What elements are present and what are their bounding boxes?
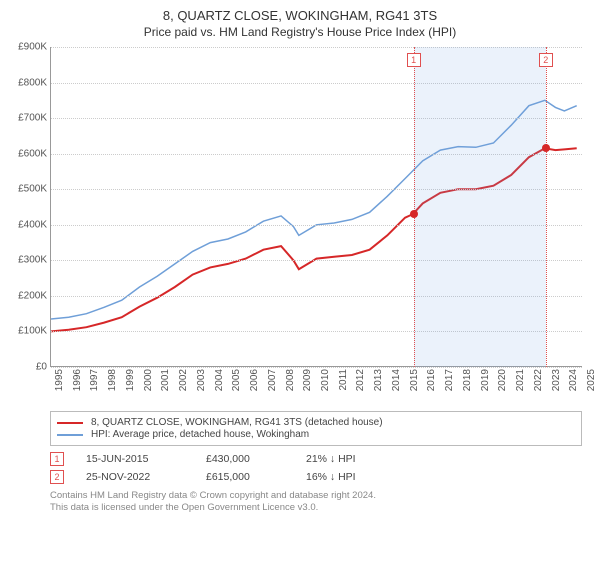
transaction-pct: 16% ↓ HPI [306, 471, 426, 483]
x-tick-label: 2018 [462, 369, 473, 391]
y-tick-label: £300K [5, 255, 47, 266]
y-tick-label: £500K [5, 184, 47, 195]
transactions-table: 1 15-JUN-2015 £430,000 21% ↓ HPI 2 25-NO… [50, 452, 582, 484]
x-tick-label: 2002 [178, 369, 189, 391]
transaction-marker-icon: 1 [50, 452, 64, 466]
x-tick-label: 2009 [302, 369, 313, 391]
x-tick-label: 2015 [409, 369, 420, 391]
sale-vline [546, 47, 547, 367]
x-tick-label: 2024 [568, 369, 579, 391]
y-tick-label: £100K [5, 326, 47, 337]
transaction-price: £615,000 [206, 471, 306, 483]
legend-box: 8, QUARTZ CLOSE, WOKINGHAM, RG41 3TS (de… [50, 411, 582, 446]
footer-attribution: Contains HM Land Registry data © Crown c… [50, 490, 582, 515]
x-tick-label: 2013 [373, 369, 384, 391]
chart-plot-area: £0£100K£200K£300K£400K£500K£600K£700K£80… [50, 47, 582, 367]
y-tick-label: £200K [5, 290, 47, 301]
x-axis-labels: 1995 1996 1997 1998 1999 2000 2001 2002 2003 2004… [50, 367, 582, 405]
x-tick-label: 2005 [231, 369, 242, 391]
sale-dot [542, 144, 550, 152]
x-tick-label: 2011 [338, 369, 349, 391]
x-tick-label: 2006 [249, 369, 260, 391]
footer-line: This data is licensed under the Open Gov… [50, 502, 582, 514]
x-tick-label: 1996 [72, 369, 83, 391]
legend-label: HPI: Average price, detached house, Woki… [91, 429, 309, 440]
x-tick-label: 2003 [196, 369, 207, 391]
x-tick-label: 2014 [391, 369, 402, 391]
ownership-shade [414, 47, 546, 367]
table-row: 2 25-NOV-2022 £615,000 16% ↓ HPI [50, 470, 582, 484]
legend-label: 8, QUARTZ CLOSE, WOKINGHAM, RG41 3TS (de… [91, 417, 383, 428]
x-tick-label: 2016 [426, 369, 437, 391]
sale-vline [414, 47, 415, 367]
legend-item: 8, QUARTZ CLOSE, WOKINGHAM, RG41 3TS (de… [57, 417, 575, 428]
x-tick-label: 1999 [125, 369, 136, 391]
y-tick-label: £700K [5, 113, 47, 124]
x-tick-label: 2004 [214, 369, 225, 391]
table-row: 1 15-JUN-2015 £430,000 21% ↓ HPI [50, 452, 582, 466]
legend-swatch [57, 434, 83, 436]
transaction-marker-icon: 2 [50, 470, 64, 484]
sale-marker-icon: 1 [407, 53, 421, 67]
x-tick-label: 2007 [267, 369, 278, 391]
x-tick-label: 2023 [551, 369, 562, 391]
x-tick-label: 2020 [497, 369, 508, 391]
x-tick-label: 2019 [480, 369, 491, 391]
x-tick-label: 2022 [533, 369, 544, 391]
x-tick-label: 1997 [89, 369, 100, 391]
sale-dot [410, 210, 418, 218]
x-tick-label: 2012 [355, 369, 366, 391]
transaction-price: £430,000 [206, 453, 306, 465]
transaction-date: 15-JUN-2015 [86, 453, 206, 465]
y-tick-label: £600K [5, 148, 47, 159]
x-tick-label: 1998 [107, 369, 118, 391]
y-tick-label: £800K [5, 77, 47, 88]
sale-marker-icon: 2 [539, 53, 553, 67]
footer-line: Contains HM Land Registry data © Crown c… [50, 490, 582, 502]
x-tick-label: 2008 [285, 369, 296, 391]
y-tick-label: £400K [5, 219, 47, 230]
transaction-date: 25-NOV-2022 [86, 471, 206, 483]
x-tick-label: 2010 [320, 369, 331, 391]
legend-item: HPI: Average price, detached house, Woki… [57, 429, 575, 440]
x-tick-label: 2025 [586, 369, 597, 391]
x-tick-label: 1995 [54, 369, 65, 391]
x-tick-label: 2001 [160, 369, 171, 391]
legend-swatch [57, 422, 83, 424]
transaction-pct: 21% ↓ HPI [306, 453, 426, 465]
x-tick-label: 2000 [143, 369, 154, 391]
x-tick-label: 2021 [515, 369, 526, 391]
chart-title-main: 8, QUARTZ CLOSE, WOKINGHAM, RG41 3TS [0, 8, 600, 23]
x-tick-label: 2017 [444, 369, 455, 391]
y-tick-label: £900K [5, 42, 47, 53]
chart-title-sub: Price paid vs. HM Land Registry's House … [0, 25, 600, 39]
y-tick-label: £0 [5, 362, 47, 373]
